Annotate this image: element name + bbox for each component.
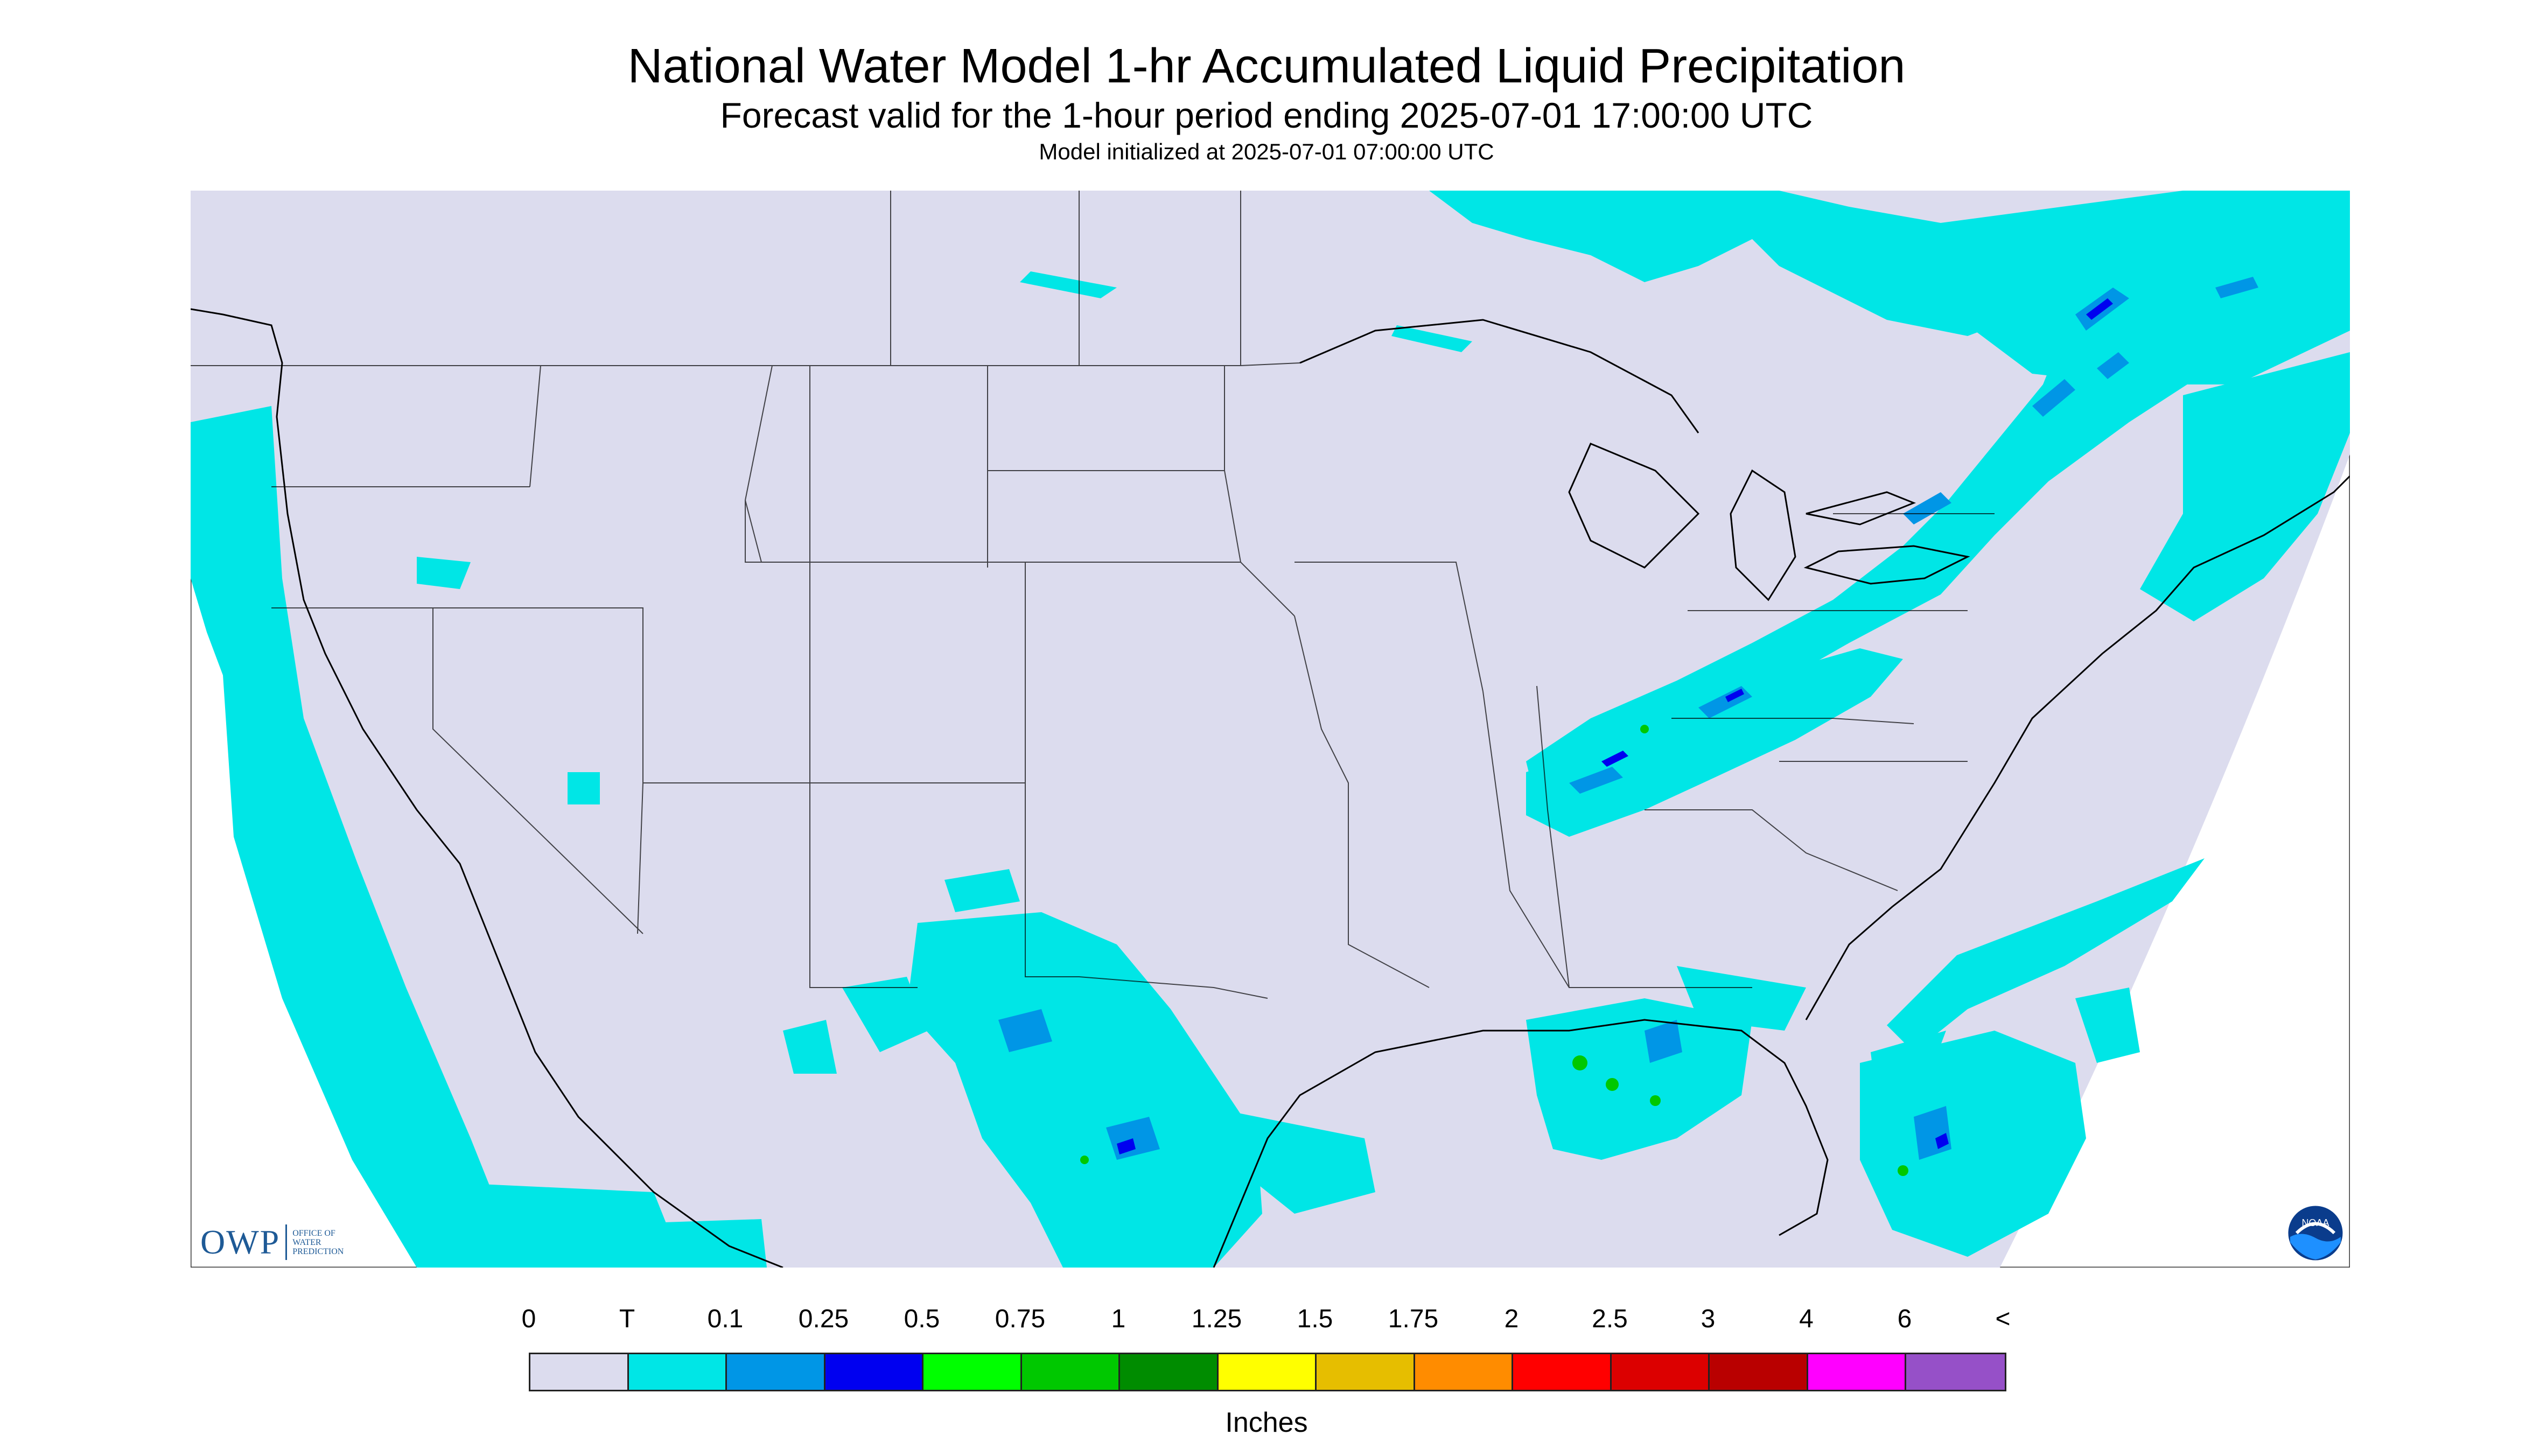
legend-tick-label: 4 (1799, 1305, 1814, 1333)
precip-moderate (1117, 298, 2113, 1154)
legend-color-cell (628, 1354, 727, 1390)
legend-labels: 0 T 0.1 0.25 0.5 0.75 1 1.25 1.5 1.75 2 2.5 3 4 6 < (0, 1304, 2533, 1342)
legend-color-cell (1120, 1354, 1219, 1390)
legend-tick-label: 2.5 (1592, 1305, 1628, 1333)
legend-tick-label: 3 (1701, 1305, 1716, 1333)
model-init-line: Model initialized at 2025-07-01 07:00:00… (1039, 139, 1494, 164)
legend-color-cell (1021, 1354, 1120, 1390)
legend-tick-label: 1 (1111, 1305, 1126, 1333)
legend-color-cell (923, 1354, 1022, 1390)
precip-heavy (1080, 725, 1908, 1176)
boundary-lines (191, 191, 1995, 999)
precip-trace (191, 191, 2350, 1268)
legend-tick-label: 1.5 (1297, 1305, 1333, 1333)
legend-tick-label: 0.5 (904, 1305, 940, 1333)
legend-units-label: Inches (1225, 1407, 1308, 1438)
legend-tick-label: 1.75 (1388, 1305, 1439, 1333)
legend-tick-label: 0.75 (995, 1305, 1046, 1333)
coastline-lines (191, 308, 2350, 1268)
legend-color-cell (1513, 1354, 1612, 1390)
legend-tick-label: 0 (521, 1305, 536, 1333)
legend-color-cell (825, 1354, 923, 1390)
legend-color-cell (1808, 1354, 1906, 1390)
legend-tick-label: T (619, 1305, 635, 1333)
owp-logo-divider (285, 1224, 288, 1260)
legend-color-cell (1710, 1354, 1808, 1390)
noaa-logo: NOAA (2286, 1204, 2345, 1262)
owp-logo-line-3: PREDICTION (292, 1247, 344, 1256)
legend-tick-label: < (1995, 1305, 2011, 1333)
legend-tick-label: 6 (1897, 1305, 1912, 1333)
legend-color-cell (727, 1354, 825, 1390)
owp-logo-text: OFFICE OF WATER PREDICTION (292, 1229, 368, 1256)
legend-color-cell (530, 1354, 629, 1390)
precipitation-map (191, 191, 2350, 1268)
legend-tick-label: 0.1 (707, 1305, 744, 1333)
map-subtitle: Forecast valid for the 1-hour period end… (720, 95, 1813, 135)
owp-logo-line-2: WATER (292, 1237, 321, 1247)
owp-logo: OWP OFFICE OF WATER PREDICTION (200, 1222, 368, 1262)
noaa-logo-text: NOAA (2301, 1217, 2329, 1228)
owp-logo-line-1: OFFICE OF (292, 1228, 335, 1238)
legend-color-cell (1218, 1354, 1317, 1390)
legend-tick-label: 0.25 (798, 1305, 849, 1333)
legend-color-cell (1906, 1354, 2005, 1390)
legend-color-cell (1611, 1354, 1710, 1390)
map-title: National Water Model 1-hr Accumulated Li… (627, 39, 1906, 93)
owp-logo-mark: OWP (200, 1223, 281, 1261)
legend-color-bar (529, 1353, 2006, 1391)
legend-tick-label: 1.25 (1191, 1305, 1242, 1333)
legend-tick-label: 2 (1504, 1305, 1519, 1333)
model-domain (191, 191, 2350, 1268)
legend-color-cell (1415, 1354, 1513, 1390)
legend-color-cell (1317, 1354, 1415, 1390)
